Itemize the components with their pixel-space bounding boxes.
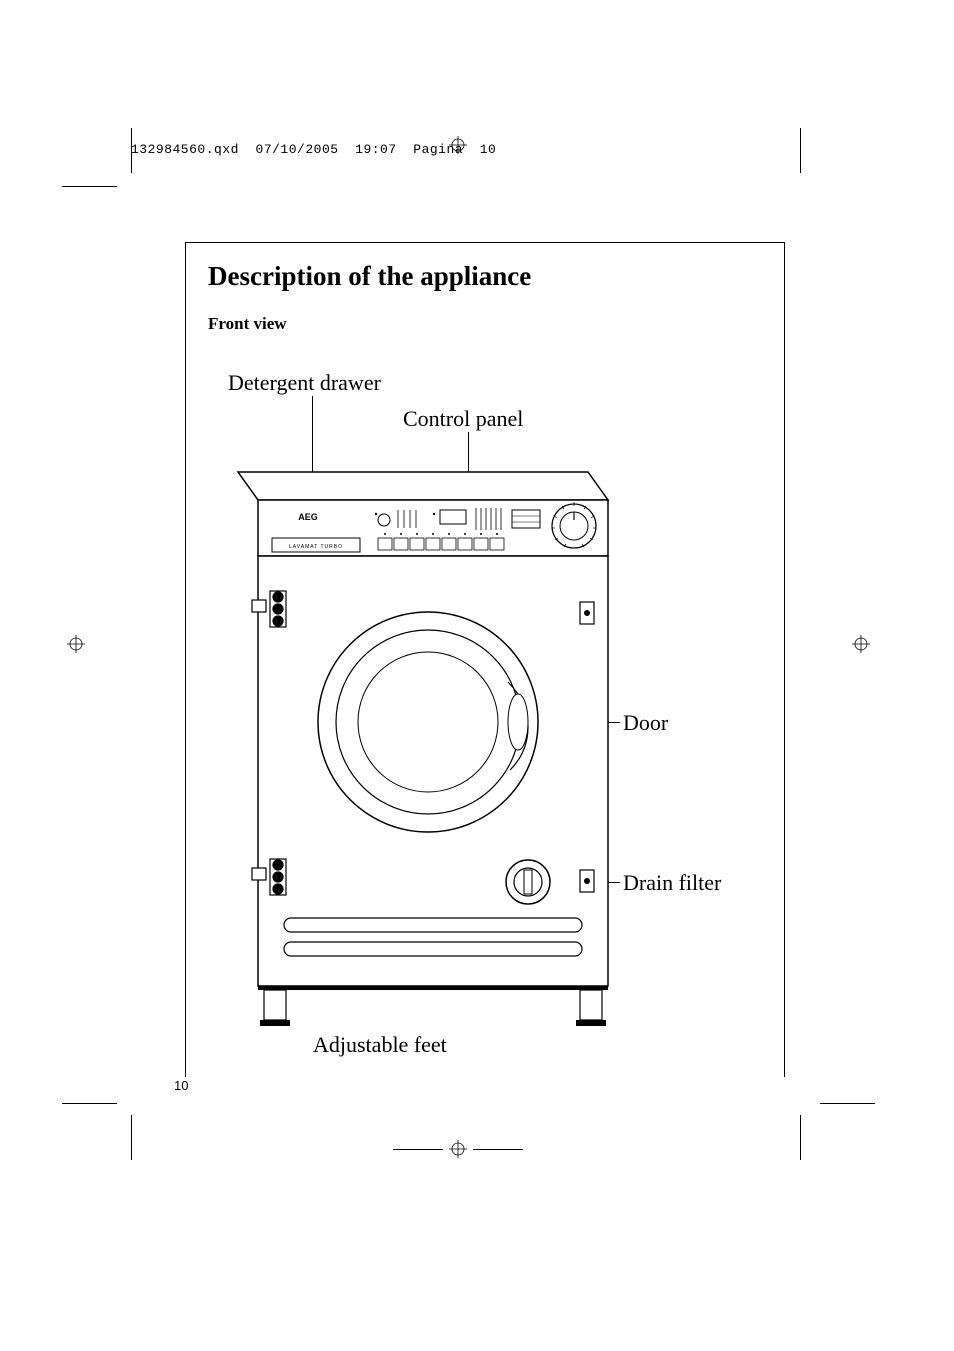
file-header: 132984560.qxd 07/10/2005 19:07 Pagina 10 <box>131 142 496 157</box>
header-filename: 132984560.qxd <box>131 142 239 157</box>
crop-mark <box>800 1115 801 1160</box>
washing-machine-drawing: AEG LAVAMAT TURBO <box>228 452 638 1032</box>
section-title: Description of the appliance <box>208 261 762 292</box>
label-detergent-drawer: Detergent drawer <box>228 370 381 396</box>
registration-mark <box>449 1140 467 1158</box>
model-text: LAVAMAT TURBO <box>289 544 343 550</box>
label-adjustable-feet: Adjustable feet <box>313 1032 447 1058</box>
label-control-panel: Control panel <box>403 406 523 432</box>
header-page-label: Pagina <box>413 142 463 157</box>
registration-mark <box>67 635 85 653</box>
crop-mark <box>62 1103 117 1104</box>
crop-mark <box>62 186 117 187</box>
crop-mark <box>473 1149 523 1150</box>
content-frame: Description of the appliance Front view … <box>185 242 785 1077</box>
appliance-diagram: Detergent drawer Control panel Door Drai… <box>208 352 768 1052</box>
brand-text: AEG <box>298 512 318 522</box>
registration-mark <box>852 635 870 653</box>
crop-mark <box>393 1149 443 1150</box>
crop-mark <box>131 1115 132 1160</box>
crop-mark <box>820 1103 875 1104</box>
header-page-num: 10 <box>480 142 497 157</box>
header-date: 07/10/2005 <box>256 142 339 157</box>
header-time: 19:07 <box>355 142 397 157</box>
page-number: 10 <box>174 1078 188 1093</box>
crop-mark <box>800 128 801 173</box>
section-subtitle: Front view <box>208 314 762 334</box>
